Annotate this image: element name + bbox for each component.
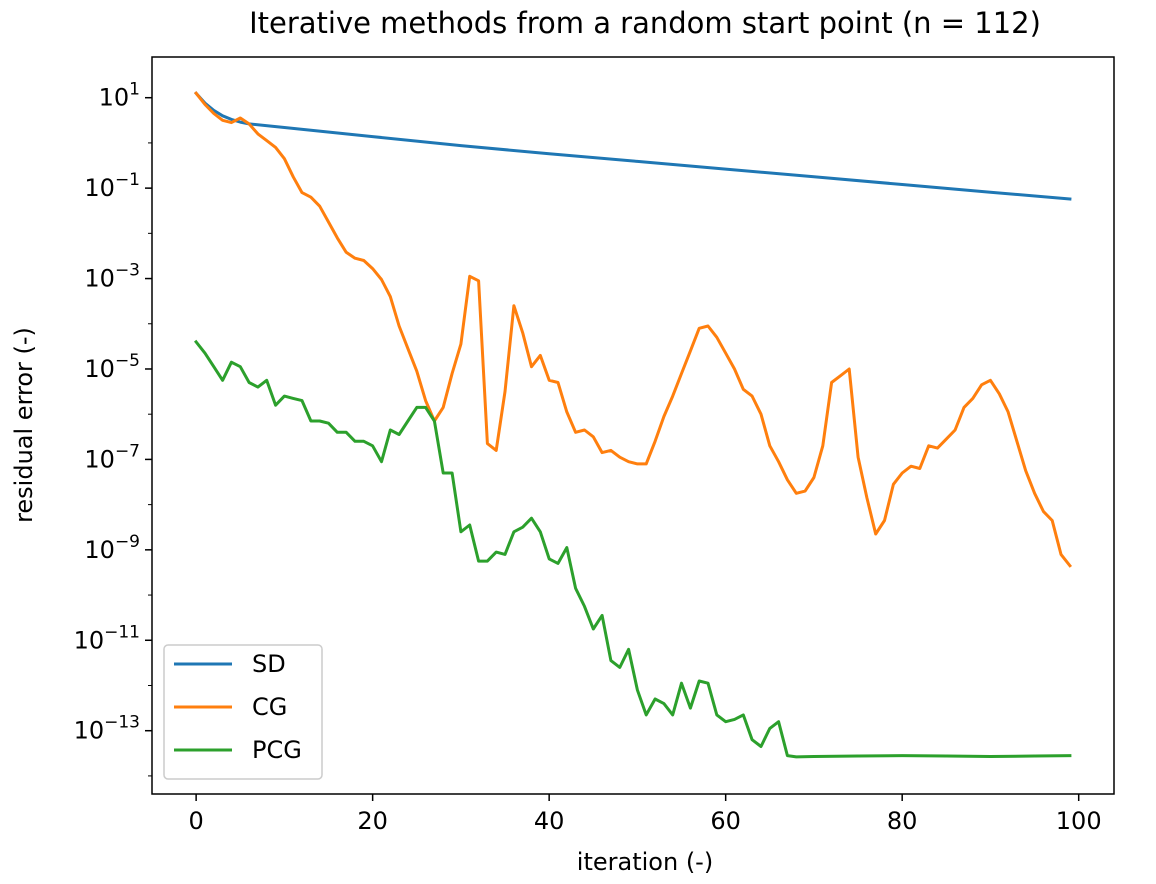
- x-tick-label: 100: [1056, 807, 1102, 835]
- y-tick-label: 101: [99, 80, 140, 112]
- y-axis: 101 10−1 10−3 10−5 10−7 10−9 10−11 10−13: [74, 80, 152, 777]
- x-tick-label: 80: [887, 807, 918, 835]
- x-tick-label: 0: [188, 807, 203, 835]
- series-line-cg: [193, 91, 1073, 568]
- chart-title: Iterative methods from a random start po…: [249, 6, 1041, 40]
- plot-frame: [151, 56, 1115, 795]
- x-axis: 0 20 40 60 80 100: [188, 794, 1102, 835]
- legend-label-sd: SD: [252, 650, 286, 678]
- plot-area: [193, 91, 1073, 759]
- y-axis-label: residual error (-): [10, 327, 38, 523]
- y-tick-label: 10−1: [84, 170, 140, 202]
- series-line-pcg: [193, 339, 1072, 759]
- y-tick-label: 10−9: [84, 532, 140, 564]
- x-tick-label: 60: [710, 807, 741, 835]
- legend-label-pcg: PCG: [252, 736, 302, 764]
- x-axis-label: iteration (-): [577, 848, 713, 876]
- y-tick-label: 10−11: [74, 622, 140, 654]
- legend-label-cg: CG: [252, 693, 287, 721]
- y-tick-label: 10−3: [84, 261, 140, 293]
- series-line-sd: [193, 91, 1072, 201]
- x-tick-label: 40: [534, 807, 565, 835]
- y-tick-label: 10−13: [74, 713, 140, 745]
- y-tick-label: 10−7: [84, 441, 140, 473]
- legend-box: [163, 644, 323, 780]
- y-tick-label: 10−5: [84, 351, 140, 383]
- x-tick-label: 20: [357, 807, 388, 835]
- legend: SD CG PCG: [163, 644, 323, 780]
